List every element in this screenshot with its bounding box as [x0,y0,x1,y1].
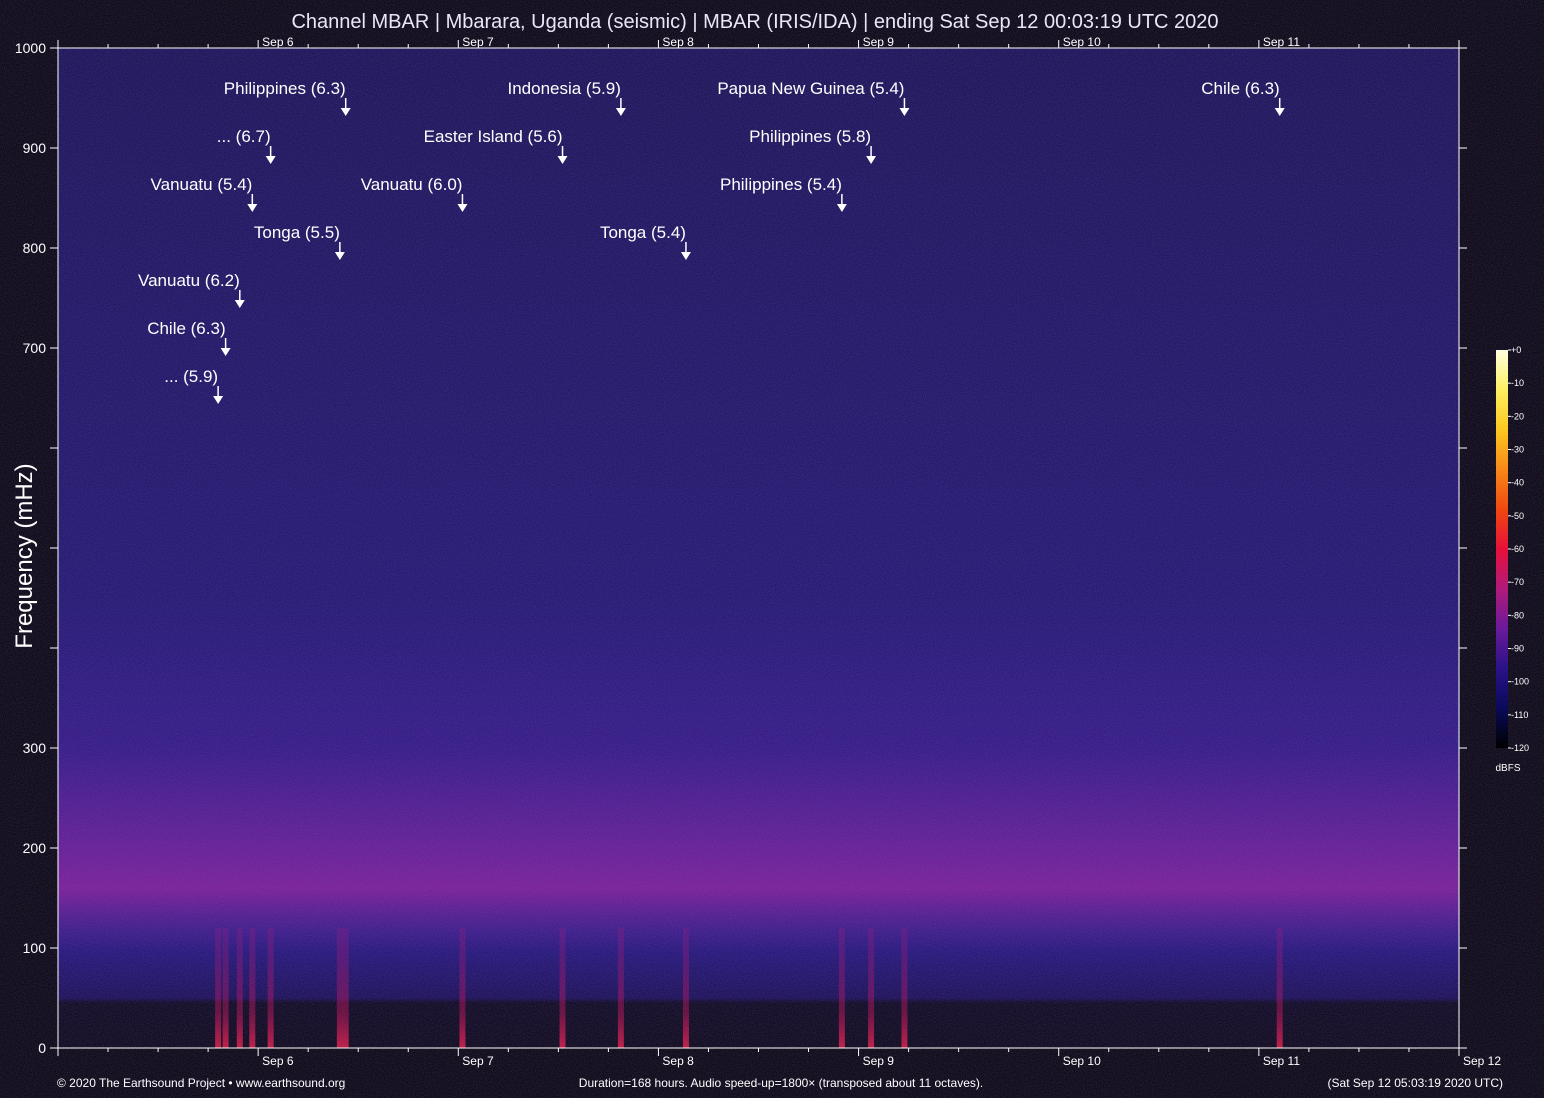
event-arrow-head [899,108,910,116]
y-axis-label: Frequency (mHz) [11,463,38,648]
event-label: Tonga (5.5) [254,223,340,242]
event-streak [342,928,349,1048]
y-tick-label: 900 [23,140,47,156]
event-label: Chile (6.3) [1201,79,1279,98]
event-label: Indonesia (5.9) [507,79,620,98]
event-streak [682,928,689,1048]
event-streak [222,928,229,1048]
spectrogram-noise [58,48,1459,1048]
colorbar-tick-label: -90 [1511,644,1524,654]
event-streak [559,928,566,1048]
colorbar-gradient [1496,350,1508,748]
event-streak [838,928,845,1048]
event-arrow-head [234,300,245,308]
colorbar-tick-label: -30 [1511,445,1524,455]
event-arrow-head [1274,108,1285,116]
event-arrow-head [866,156,877,164]
event-arrow-head [680,252,691,260]
colorbar-tick-label: -70 [1511,577,1524,587]
colorbar-tick-label: -50 [1511,511,1524,521]
event-arrow-head [615,108,626,116]
x-tick-label-top: Sep 11 [1263,35,1300,49]
colorbar-tick-label: -40 [1511,478,1524,488]
x-tick-label: Sep 11 [1263,1054,1300,1068]
event-streak [236,928,243,1048]
event-streak [868,928,875,1048]
event-arrow-head [265,156,276,164]
colorbar-tick-label: -80 [1511,610,1524,620]
event-arrow-head [334,252,345,260]
x-tick-label: Sep 8 [662,1054,694,1068]
event-label: Philippines (5.8) [749,127,871,146]
x-tick-label: Sep 10 [1063,1054,1101,1068]
event-annotations: Philippines (6.3) Indonesia (5.9) Papua Ne… [138,79,1285,404]
y-axis: 0 100 200 300 700 800 900 1000 [15,40,1467,1056]
colorbar-tick-label: +0 [1511,345,1521,355]
event-label: Vanuatu (5.4) [151,175,253,194]
event-streak [267,928,274,1048]
event-streak [901,928,908,1048]
y-tick-label: 1000 [15,40,46,56]
event-streak [215,928,222,1048]
colorbar-tick-label: -110 [1511,710,1528,720]
event-label: Philippines (5.4) [720,175,842,194]
colorbar-tick-label: -20 [1511,411,1524,421]
event-streak [459,928,466,1048]
event-arrow-head [340,108,351,116]
event-label: Vanuatu (6.0) [361,175,463,194]
colorbar-tick-label: -100 [1511,677,1529,687]
x-axis: Sep 6 Sep 6 Sep 7 Sep 7 Sep 8 Sep 8 Sep 9 Sep 9… [57,35,1501,1068]
x-tick-label: Sep 9 [863,1054,895,1068]
x-tick-label: Sep 6 [262,1054,294,1068]
colorbar-tick-label: -120 [1511,743,1529,753]
event-label: Chile (6.3) [147,319,225,338]
event-label: Papua New Guinea (5.4) [717,79,904,98]
event-arrow-head [557,156,568,164]
footer-copyright: © 2020 The Earthsound Project • www.eart… [57,1076,345,1090]
footer-timestamp: (Sat Sep 12 05:03:19 2020 UTC) [1328,1076,1503,1090]
footer-duration: Duration=168 hours. Audio speed-up=1800×… [579,1076,983,1090]
colorbar: +0 -10 -20 -30 -40 -50 -60 -70 -80 -90 -100 -110 -12… [1495,345,1529,774]
event-arrow-head [220,348,231,356]
event-label: Tonga (5.4) [600,223,686,242]
y-tick-label: 700 [23,340,47,356]
event-streak [249,928,256,1048]
x-tick-label: Sep 12 [1463,1054,1501,1068]
colorbar-tick-label: -60 [1511,544,1524,554]
x-tick-label-top: Sep 10 [1063,35,1101,49]
y-tick-label: 300 [23,740,47,756]
event-arrow-head [457,204,468,212]
event-label: Easter Island (5.6) [424,127,563,146]
event-label: ... (6.7) [217,127,271,146]
plot-area [57,47,1460,1049]
x-tick-label: Sep 7 [462,1054,494,1068]
x-tick-label-top: Sep 7 [462,35,494,49]
x-tick-label-top: Sep 9 [863,35,895,49]
colorbar-tick-label: -10 [1511,378,1524,388]
y-tick-label: 100 [23,940,47,956]
event-label: Vanuatu (6.2) [138,271,240,290]
event-label: ... (5.9) [164,367,218,386]
x-tick-label-top: Sep 8 [662,35,694,49]
y-tick-label: 800 [23,240,47,256]
x-tick-label-top: Sep 6 [262,35,294,49]
event-arrow-head [247,204,258,212]
y-tick-label: 0 [38,1040,46,1056]
event-streak [336,928,343,1048]
y-tick-label: 200 [23,840,47,856]
event-arrow-head [213,396,224,404]
colorbar-unit: dBFS [1495,763,1520,774]
event-label: Philippines (6.3) [224,79,346,98]
event-arrow-head [836,204,847,212]
chart-title: Channel MBAR | Mbarara, Uganda (seismic)… [291,11,1218,33]
event-streaks [215,928,1283,1048]
event-streak [617,928,624,1048]
event-streak [1276,928,1283,1048]
